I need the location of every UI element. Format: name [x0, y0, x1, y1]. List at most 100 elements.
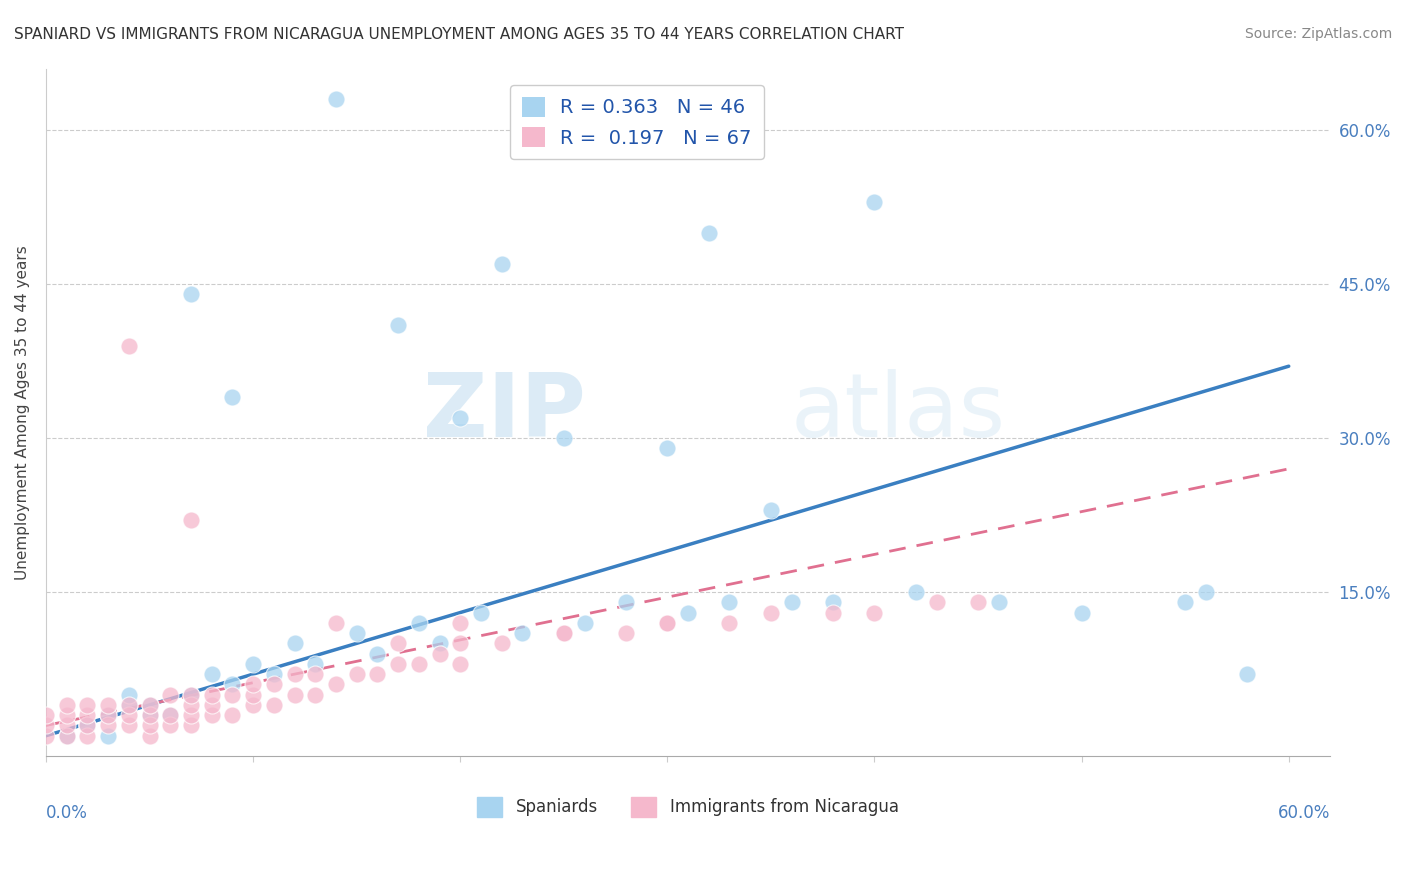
- Point: [97, 698, 120, 712]
- Point: [553, 431, 575, 445]
- Point: [304, 667, 326, 681]
- Point: [449, 615, 471, 630]
- Point: [35, 708, 58, 723]
- Point: [387, 318, 409, 333]
- Point: [221, 688, 243, 702]
- Point: [614, 595, 637, 609]
- Point: [221, 677, 243, 691]
- Point: [118, 688, 141, 702]
- Point: [97, 708, 120, 723]
- Point: [304, 688, 326, 702]
- Text: 60.0%: 60.0%: [1278, 805, 1330, 822]
- Point: [118, 698, 141, 712]
- Point: [180, 718, 202, 732]
- Point: [325, 615, 347, 630]
- Point: [55, 698, 77, 712]
- Point: [283, 688, 305, 702]
- Point: [1174, 595, 1197, 609]
- Point: [325, 92, 347, 106]
- Point: [718, 615, 741, 630]
- Point: [159, 688, 181, 702]
- Point: [904, 585, 927, 599]
- Point: [614, 626, 637, 640]
- Point: [491, 256, 513, 270]
- Point: [118, 708, 141, 723]
- Point: [553, 626, 575, 640]
- Point: [512, 626, 534, 640]
- Point: [138, 718, 160, 732]
- Point: [657, 615, 679, 630]
- Point: [1236, 667, 1258, 681]
- Legend: Spaniards, Immigrants from Nicaragua: Spaniards, Immigrants from Nicaragua: [471, 790, 905, 823]
- Point: [863, 606, 886, 620]
- Point: [76, 708, 98, 723]
- Point: [967, 595, 990, 609]
- Point: [180, 287, 202, 301]
- Point: [263, 677, 285, 691]
- Point: [366, 647, 388, 661]
- Point: [242, 688, 264, 702]
- Point: [118, 339, 141, 353]
- Point: [138, 708, 160, 723]
- Point: [55, 729, 77, 743]
- Point: [449, 657, 471, 671]
- Point: [118, 698, 141, 712]
- Point: [759, 606, 782, 620]
- Point: [1195, 585, 1218, 599]
- Point: [97, 729, 120, 743]
- Point: [159, 708, 181, 723]
- Point: [1070, 606, 1092, 620]
- Point: [823, 595, 845, 609]
- Point: [780, 595, 803, 609]
- Point: [429, 636, 451, 650]
- Point: [449, 410, 471, 425]
- Point: [97, 708, 120, 723]
- Point: [138, 698, 160, 712]
- Point: [76, 698, 98, 712]
- Point: [304, 657, 326, 671]
- Point: [138, 698, 160, 712]
- Point: [76, 718, 98, 732]
- Point: [987, 595, 1010, 609]
- Point: [925, 595, 948, 609]
- Point: [408, 657, 430, 671]
- Text: 0.0%: 0.0%: [46, 805, 87, 822]
- Point: [76, 718, 98, 732]
- Point: [201, 667, 224, 681]
- Point: [242, 677, 264, 691]
- Point: [201, 708, 224, 723]
- Point: [242, 698, 264, 712]
- Point: [553, 626, 575, 640]
- Point: [242, 657, 264, 671]
- Point: [387, 636, 409, 650]
- Point: [676, 606, 699, 620]
- Point: [697, 226, 720, 240]
- Point: [138, 708, 160, 723]
- Point: [759, 503, 782, 517]
- Point: [76, 718, 98, 732]
- Point: [366, 667, 388, 681]
- Point: [180, 698, 202, 712]
- Point: [283, 636, 305, 650]
- Point: [470, 606, 492, 620]
- Point: [201, 688, 224, 702]
- Point: [387, 657, 409, 671]
- Text: Source: ZipAtlas.com: Source: ZipAtlas.com: [1244, 27, 1392, 41]
- Point: [97, 718, 120, 732]
- Point: [180, 688, 202, 702]
- Text: atlas: atlas: [790, 369, 1005, 456]
- Point: [159, 708, 181, 723]
- Point: [283, 667, 305, 681]
- Point: [159, 718, 181, 732]
- Point: [221, 708, 243, 723]
- Point: [718, 595, 741, 609]
- Point: [180, 513, 202, 527]
- Point: [657, 615, 679, 630]
- Point: [138, 729, 160, 743]
- Text: ZIP: ZIP: [423, 369, 585, 456]
- Point: [491, 636, 513, 650]
- Point: [180, 708, 202, 723]
- Point: [863, 194, 886, 209]
- Point: [408, 615, 430, 630]
- Text: SPANIARD VS IMMIGRANTS FROM NICARAGUA UNEMPLOYMENT AMONG AGES 35 TO 44 YEARS COR: SPANIARD VS IMMIGRANTS FROM NICARAGUA UN…: [14, 27, 904, 42]
